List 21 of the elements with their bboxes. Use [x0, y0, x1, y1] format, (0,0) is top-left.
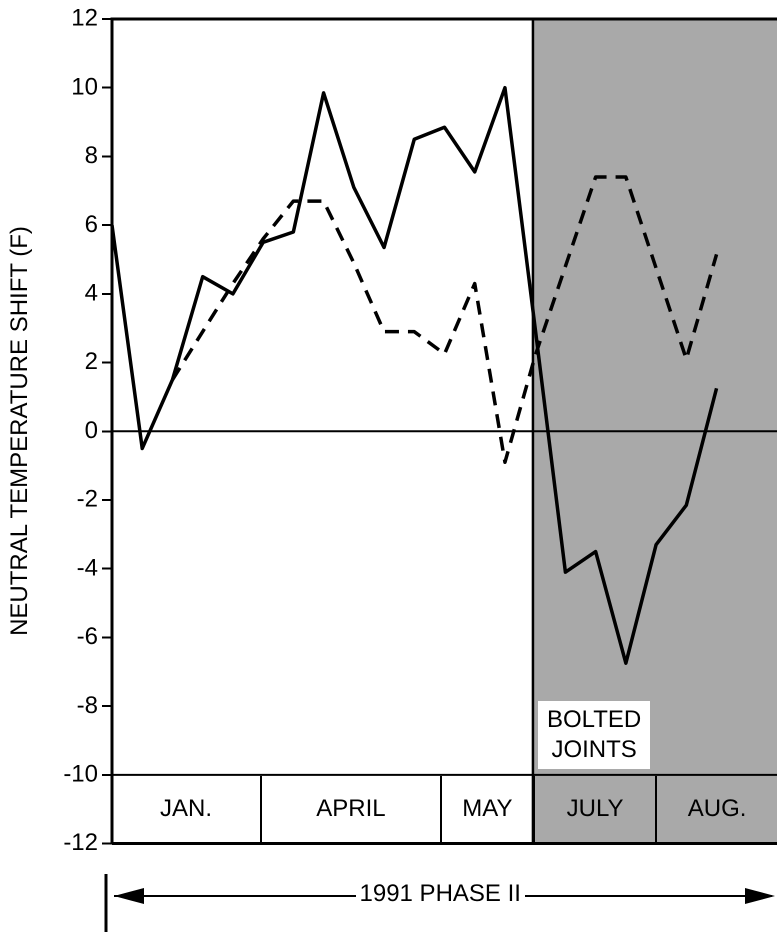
- y-tick-label: 12: [71, 4, 98, 32]
- annotation: BOLTED JOINTS: [538, 700, 650, 769]
- y-tick-label: 6: [84, 210, 98, 238]
- annotation: MAY: [461, 794, 514, 824]
- y-tick-label: 8: [84, 142, 98, 170]
- y-tick-label: -10: [63, 760, 98, 788]
- y-tick-label: 2: [84, 348, 98, 376]
- annotation: APRIL: [315, 794, 387, 824]
- annotation: AUG.: [686, 794, 748, 824]
- y-tick-label: -8: [76, 692, 98, 719]
- annotation: JAN.: [159, 794, 214, 824]
- y-tick-label: -12: [63, 829, 98, 856]
- y-tick-label: 4: [84, 279, 98, 306]
- y-tick-label: 10: [71, 73, 98, 100]
- y-tick-label: 0: [84, 416, 98, 444]
- y-tick-label: -6: [76, 623, 98, 650]
- text: 1991 PHASE II: [356, 880, 525, 908]
- y-tick-label: -4: [76, 554, 98, 582]
- annotation: JULY: [566, 794, 625, 824]
- y-axis-title: NEUTRAL TEMPERATURE SHIFT (F): [6, 226, 34, 636]
- y-tick-label: -2: [76, 486, 98, 513]
